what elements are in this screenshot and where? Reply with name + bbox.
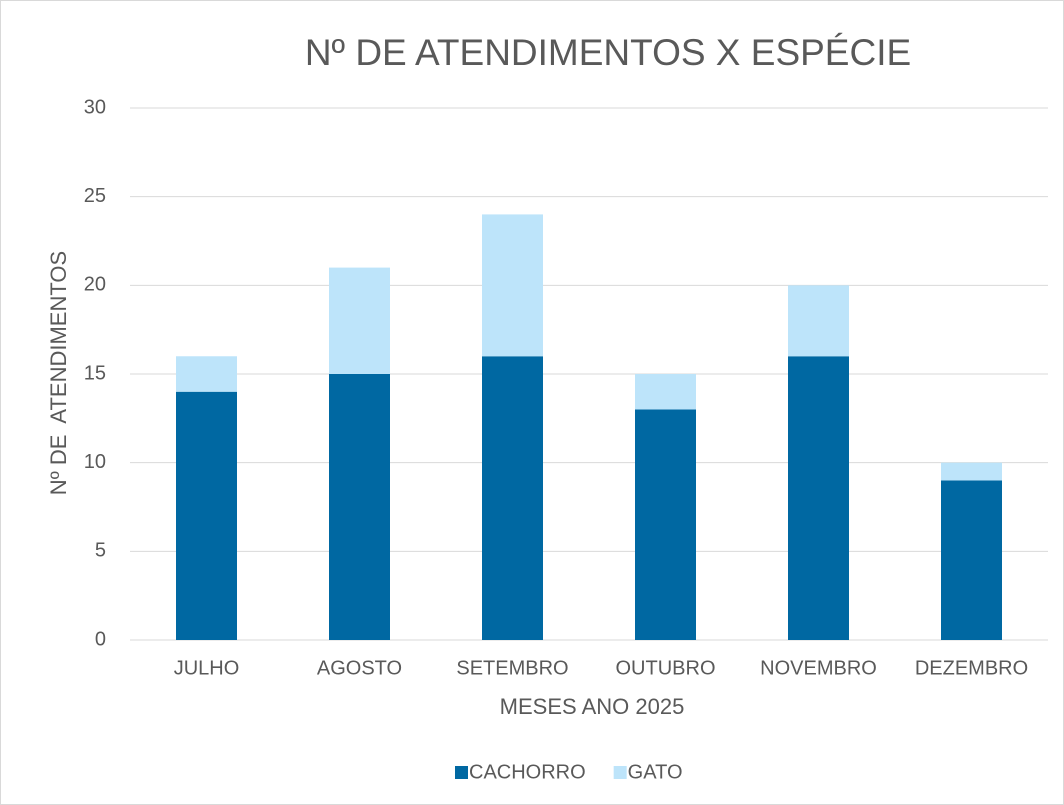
chart-title: Nº DE ATENDIMENTOS X ESPÉCIE — [305, 32, 911, 73]
x-tick-label: OUTUBRO — [616, 657, 716, 679]
bar-segment — [482, 214, 543, 357]
bar-segment — [941, 462, 1002, 481]
x-tick-label: DEZEMBRO — [915, 657, 1028, 679]
bar-segment — [176, 356, 237, 392]
x-tick-label: JULHO — [174, 657, 240, 679]
x-tick-label: AGOSTO — [317, 657, 402, 679]
bar-segment — [635, 374, 696, 410]
y-tick-label: 15 — [84, 362, 106, 384]
y-axis-label: Nº DE ATENDIMENTOS — [46, 251, 71, 495]
bar-segment — [788, 356, 849, 640]
bar-segment — [941, 480, 1002, 640]
legend-label: GATO — [628, 761, 683, 783]
bar-segment — [329, 267, 390, 374]
y-tick-label: 0 — [95, 628, 106, 650]
y-tick-label: 10 — [84, 451, 106, 473]
legend-swatch — [455, 766, 468, 779]
y-tick-label: 5 — [95, 540, 106, 562]
bar-segment — [635, 409, 696, 640]
bar-segment — [788, 285, 849, 357]
x-axis-label: MESES ANO 2025 — [500, 694, 685, 719]
y-tick-label: 30 — [84, 96, 106, 118]
legend-label: CACHORRO — [469, 761, 586, 783]
bar-segment — [176, 391, 237, 640]
bar-segment — [329, 374, 390, 640]
x-tick-label: SETEMBRO — [456, 657, 568, 679]
y-tick-label: 25 — [84, 185, 106, 207]
legend-swatch — [613, 766, 627, 779]
bar-segment — [482, 356, 543, 640]
x-tick-label: NOVEMBRO — [760, 657, 877, 679]
y-tick-label: 20 — [84, 274, 106, 296]
